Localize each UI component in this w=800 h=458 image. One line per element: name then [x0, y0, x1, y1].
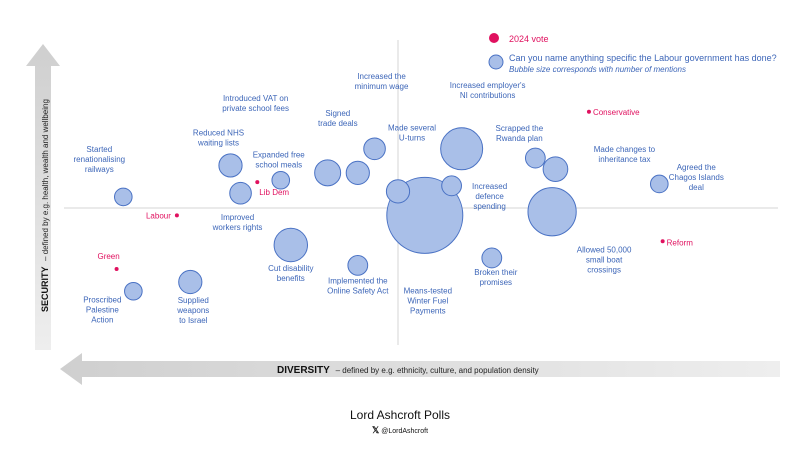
- party-dot: [660, 239, 665, 244]
- bubble-label: Implemented the Online Safety Act: [327, 276, 389, 295]
- bubble-point: [524, 147, 546, 169]
- party-label: Labour: [146, 211, 171, 220]
- legend-bubble-label: Can you name anything specific the Labou…: [509, 53, 777, 63]
- bubble-label: Signed trade deals: [318, 109, 358, 128]
- bubble-label: Supplied weapons to Israel: [176, 296, 209, 325]
- bubble-label: Introduced VAT on private school fees: [222, 94, 289, 113]
- bubble-point: [345, 160, 370, 185]
- legend: 2024 vote Can you name anything specific…: [488, 33, 777, 74]
- party-dot: [586, 109, 591, 114]
- bubble-point: [178, 269, 203, 295]
- diversity-axis-arrow: [60, 353, 780, 385]
- party-label: Lib Dem: [259, 188, 289, 197]
- bubble-label: Improved workers rights: [212, 213, 263, 232]
- bubble-label: Made several U-turns: [388, 123, 436, 142]
- legend-bubble-marker: [488, 54, 504, 70]
- bubble-label: Started renationalising railways: [74, 145, 126, 174]
- diversity-axis-label: DIVERSITY – defined by e.g. ethnicity, c…: [277, 365, 539, 376]
- party-dot: [174, 213, 179, 218]
- bubble-label: Broken their promises: [474, 268, 517, 287]
- bubble-point: [271, 170, 291, 190]
- footer-handle-row: 𝕏 @LordAshcroft: [0, 425, 800, 436]
- bubble-label: Proscribed Palestine Action: [83, 295, 121, 324]
- bubble-point: [273, 227, 309, 263]
- bubble-label: Scrapped the Rwanda plan: [496, 124, 544, 143]
- bubble-label: Increased defence spending: [472, 182, 507, 211]
- bubble-point: [542, 156, 569, 182]
- bubble-label: Reduced NHS waiting lists: [193, 128, 244, 147]
- footer-title: Lord Ashcroft Polls: [349, 408, 451, 422]
- bubble-label: Increased employer's NI contributions: [450, 81, 526, 100]
- legend-vote-dot: [489, 33, 499, 43]
- bubble-point: [363, 137, 386, 161]
- bubble-point: [440, 127, 484, 171]
- party-label: Conservative: [593, 108, 640, 117]
- security-axis-arrow: [26, 44, 60, 350]
- parties-layer: Green Labour Lib Dem Conservative Reform: [97, 108, 694, 272]
- bubble-label: Increased the minimum wage: [355, 72, 409, 91]
- bubble-point: [314, 159, 342, 187]
- security-axis-label: SECURITY – defined by e.g. health, wealt…: [40, 99, 50, 312]
- bubble-point: [113, 187, 133, 207]
- bubble-point: [385, 179, 411, 204]
- legend-vote-label: 2024 vote: [509, 34, 549, 44]
- bubble-label: Means-tested Winter Fuel Payments: [404, 286, 452, 315]
- bubble-point: [649, 174, 669, 194]
- bubble-point: [218, 153, 243, 178]
- party-dot: [255, 180, 260, 185]
- bubbles-layer: Started renationalising railways Reduced NH…: [74, 72, 724, 325]
- legend-bubble-sublabel: Bubble size corresponds with number of m…: [509, 65, 686, 74]
- bubble-label: Expanded free school meals: [253, 150, 306, 169]
- party-label: Green: [97, 252, 119, 261]
- party-dot: [114, 267, 119, 272]
- x-logo-icon: 𝕏: [371, 425, 380, 435]
- party-label: Reform: [667, 238, 694, 247]
- footer-handle: @LordAshcroft: [381, 428, 429, 435]
- bubble-point: [441, 175, 462, 197]
- bubble-label: Allowed 50,000 small boat crossings: [577, 246, 632, 275]
- bubble-point: [229, 181, 252, 205]
- bubble-point: [124, 281, 143, 301]
- bubble-label: Cut disability benefits: [268, 264, 313, 283]
- bubble-point: [481, 247, 503, 269]
- bubble-label: Agreed the Chagos Islands deal: [669, 163, 724, 192]
- bubble-point: [527, 187, 577, 237]
- bubble-point: [347, 254, 369, 276]
- bubble-label: Made changes to inheritance tax: [594, 145, 656, 164]
